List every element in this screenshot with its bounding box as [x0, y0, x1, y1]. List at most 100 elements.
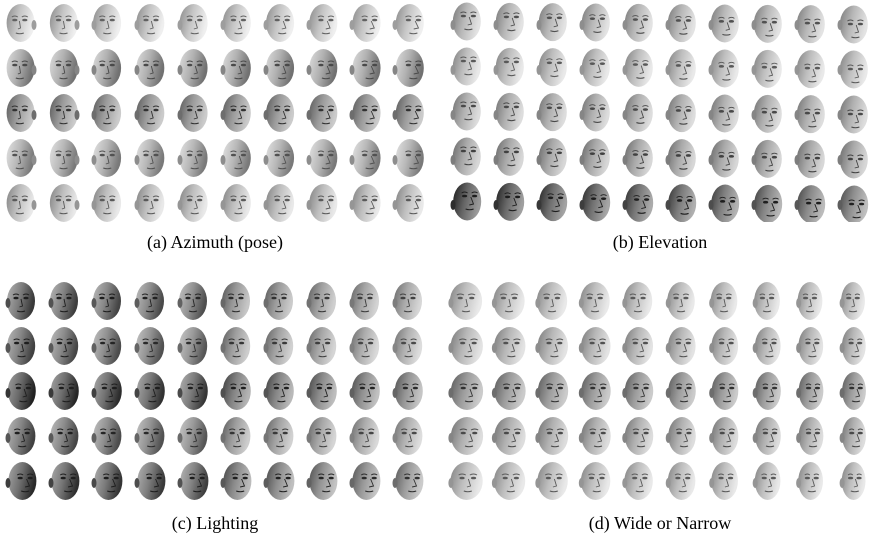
- face-image: [578, 282, 610, 320]
- face-image: [177, 139, 208, 177]
- face-image: [91, 327, 122, 365]
- face-image: [493, 2, 524, 41]
- face-image: [220, 462, 252, 500]
- face-image: [665, 94, 696, 133]
- face-image: [392, 417, 423, 455]
- face-image: [134, 282, 164, 320]
- face-grid-lighting: [5, 282, 424, 500]
- face-image: [349, 417, 380, 455]
- face-image: [306, 49, 338, 87]
- face-image: [48, 372, 79, 410]
- face-image: [263, 184, 295, 222]
- face-image: [306, 372, 337, 410]
- face-image: [752, 282, 780, 320]
- face-image: [448, 417, 484, 455]
- face-image: [220, 184, 251, 222]
- face-image: [794, 95, 825, 134]
- face-image: [751, 4, 782, 43]
- face-image: [448, 282, 483, 320]
- face-image: [263, 327, 294, 365]
- face-image: [578, 417, 611, 455]
- face-image: [349, 139, 381, 177]
- face-image: [794, 5, 825, 44]
- face-image: [579, 183, 611, 222]
- face-image: [263, 139, 295, 177]
- face-image: [708, 139, 739, 178]
- face-image: [665, 49, 696, 88]
- caption-lighting: (c) Lighting: [171, 513, 259, 533]
- face-image: [134, 184, 165, 222]
- face-image: [796, 327, 824, 365]
- face-image: [349, 4, 381, 42]
- face-image: [177, 327, 208, 365]
- face-image: [493, 47, 524, 86]
- face-image: [622, 183, 654, 222]
- face-image: [839, 327, 866, 365]
- face-image: [579, 138, 610, 177]
- face-image: [306, 94, 338, 132]
- panel-wide-or-narrow: (d) Wide or Narrow: [445, 280, 875, 533]
- face-image: [665, 184, 697, 222]
- face-image: [493, 137, 524, 176]
- face-image: [839, 417, 866, 455]
- face-image: [306, 139, 338, 177]
- face-image: [177, 372, 208, 410]
- face-grid-azimuth: [6, 4, 424, 222]
- face-image: [794, 50, 825, 89]
- face-image: [708, 4, 739, 43]
- face-image: [5, 462, 37, 500]
- face-image: [708, 184, 740, 222]
- face-image: [349, 282, 379, 320]
- face-image: [392, 372, 423, 410]
- face-image: [263, 4, 295, 42]
- face-image: [709, 462, 738, 500]
- face-image: [708, 49, 739, 88]
- face-image: [622, 282, 653, 320]
- face-image: [220, 139, 251, 177]
- face-image: [349, 49, 381, 87]
- face-image: [349, 94, 381, 132]
- face-image: [536, 48, 567, 87]
- face-image: [6, 4, 37, 42]
- face-image: [579, 3, 610, 42]
- face-image: [450, 137, 481, 176]
- face-image: [536, 138, 567, 177]
- face-image: [177, 94, 208, 132]
- face-image: [392, 462, 424, 500]
- face-image: [177, 184, 208, 222]
- face-image: [6, 139, 37, 177]
- face-image: [751, 49, 782, 88]
- face-image: [665, 282, 695, 320]
- face-image: [263, 372, 294, 410]
- face-image: [134, 417, 165, 455]
- face-image: [450, 47, 481, 86]
- face-grid-elevation: [450, 2, 869, 222]
- face-image: [91, 4, 122, 42]
- face-image: [491, 417, 526, 455]
- face-image: [134, 49, 165, 87]
- face-image: [48, 462, 80, 500]
- face-image: [448, 462, 483, 500]
- face-image: [491, 327, 526, 365]
- face-image: [134, 94, 165, 132]
- face-image: [91, 417, 122, 455]
- face-image: [839, 462, 866, 500]
- face-image: [622, 417, 654, 455]
- face-image: [752, 327, 781, 365]
- face-image: [491, 282, 525, 320]
- face-image: [665, 372, 696, 410]
- face-image: [709, 372, 739, 410]
- face-image: [49, 49, 80, 87]
- face-image: [450, 92, 481, 131]
- face-image: [535, 327, 568, 365]
- face-image: [349, 372, 380, 410]
- face-image: [134, 372, 165, 410]
- face-image: [392, 184, 424, 222]
- face-image: [220, 327, 251, 365]
- face-image: [263, 417, 294, 455]
- face-image: [349, 327, 380, 365]
- face-image: [91, 372, 122, 410]
- face-image: [535, 462, 568, 500]
- face-image: [493, 182, 525, 221]
- face-image: [263, 282, 293, 320]
